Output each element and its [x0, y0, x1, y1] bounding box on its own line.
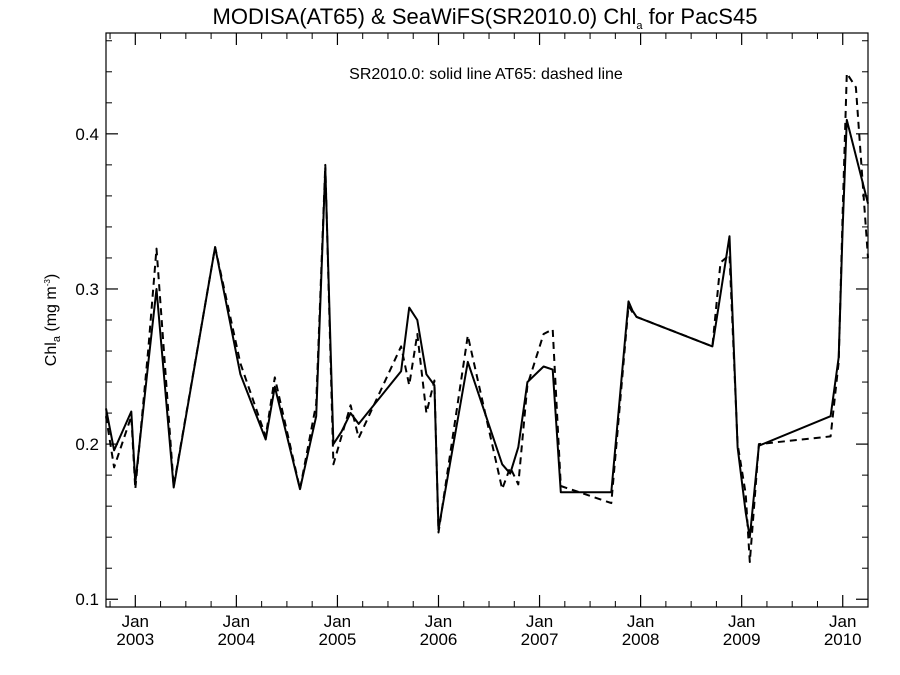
x-tick-year-label: 2008	[622, 630, 660, 649]
x-tick-month-label: Jan	[627, 612, 654, 631]
y-axis-label: Chla (mg m-3)	[43, 274, 63, 366]
series-layer	[105, 72, 869, 563]
plot-frame	[105, 32, 869, 608]
x-tick-year-label: 2003	[116, 630, 154, 649]
chart-title-main: MODISA(AT65) & SeaWiFS(SR2010.0) Chl	[213, 4, 637, 29]
y-axis-label-unit-exponent: -3	[43, 279, 52, 287]
x-tick-month-label: Jan	[223, 612, 250, 631]
x-axis-ticks: Jan2003Jan2004Jan2005Jan2006Jan2007Jan20…	[109, 33, 869, 649]
y-tick-label: 0.1	[75, 590, 99, 609]
x-tick-month-label: Jan	[526, 612, 553, 631]
line-style-annotation: SR2010.0: solid line AT65: dashed line	[349, 66, 623, 83]
x-tick-year-label: 2009	[723, 630, 761, 649]
y-axis-label-main: Chl	[43, 342, 60, 366]
x-tick-year-label: 2007	[521, 630, 559, 649]
y-tick-label: 0.2	[75, 435, 99, 454]
x-tick-year-label: 2005	[319, 630, 357, 649]
y-axis-label-unit: (mg m	[43, 286, 60, 336]
x-tick-month-label: Jan	[425, 612, 452, 631]
chart-title-suffix: for PacS45	[643, 4, 758, 29]
y-tick-label: 0.4	[75, 125, 99, 144]
x-tick-year-label: 2010	[824, 630, 862, 649]
chart-title: MODISA(AT65) & SeaWiFS(SR2010.0) Chla fo…	[213, 4, 758, 32]
x-tick-month-label: Jan	[324, 612, 351, 631]
x-tick-year-label: 2006	[420, 630, 458, 649]
x-tick-year-label: 2004	[217, 630, 255, 649]
y-tick-label: 0.3	[75, 280, 99, 299]
x-tick-month-label: Jan	[829, 612, 856, 631]
series-line-sr2010-0	[105, 118, 869, 539]
chart-title-subscript: a	[636, 20, 643, 32]
x-tick-month-label: Jan	[728, 612, 755, 631]
y-axis-label-unit-close: )	[43, 274, 60, 279]
x-tick-month-label: Jan	[122, 612, 149, 631]
y-axis-label-subscript: a	[51, 335, 63, 342]
y-axis-ticks: 0.1 0.2 0.3 0.4	[75, 40, 868, 609]
